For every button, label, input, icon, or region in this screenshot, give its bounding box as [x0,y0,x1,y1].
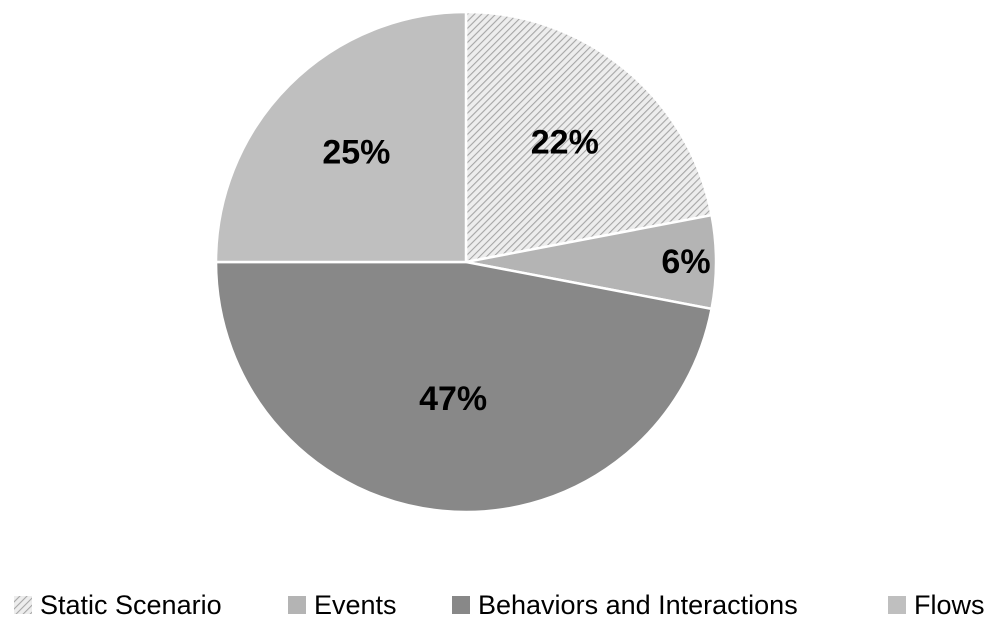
legend-item-behaviors-and-interactions: Behaviors and Interactions [452,590,798,620]
pie-labels: 22% 6% 47% 25% [322,124,710,418]
legend-item-events: Events [288,590,397,620]
data-label-events: 6% [661,243,710,281]
legend-swatch-behaviors-and-interactions [452,596,470,614]
legend-item-flows: Flows [888,590,985,620]
legend-label-behaviors-and-interactions: Behaviors and Interactions [478,590,798,620]
legend: Static Scenario Events Behaviors and Inter… [14,590,985,620]
pie-slice-flows [214,10,468,264]
legend-swatch-static-scenario [14,596,32,614]
data-label-static-scenario: 22% [531,124,599,162]
pie-slice-behaviors-and-interactions [214,260,714,514]
legend-item-static-scenario: Static Scenario [14,590,222,620]
pie-slices [214,10,718,514]
legend-swatch-events [288,596,306,614]
data-label-behaviors-and-interactions: 47% [419,380,487,418]
legend-swatch-flows [888,596,906,614]
pie-slice-static-scenario [464,10,714,264]
data-label-flows: 25% [322,133,390,171]
legend-label-events: Events [314,590,397,620]
legend-label-static-scenario: Static Scenario [40,590,222,620]
legend-label-flows: Flows [914,590,985,620]
